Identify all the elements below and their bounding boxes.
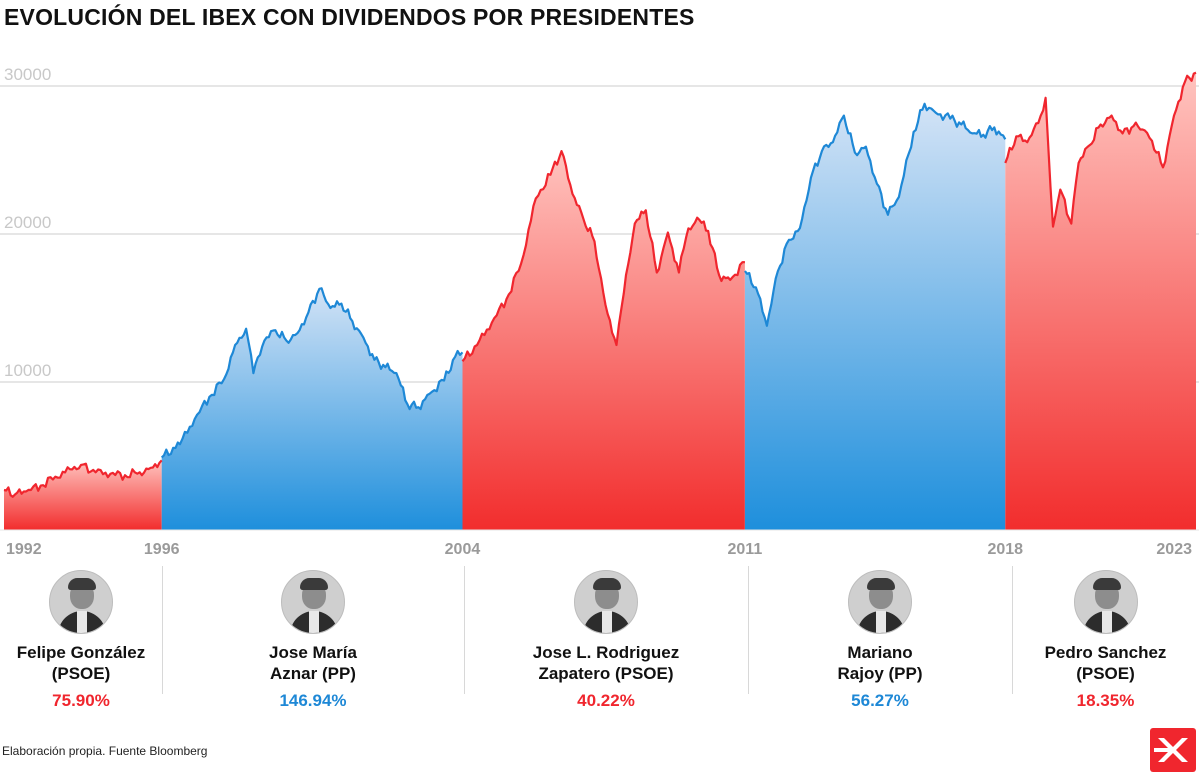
presidents-panel: Felipe González (PSOE) 75.90% Jose María Azn…: [0, 566, 1199, 716]
axes: 10000 20000 30000 1992 1996 2004 2011 2018 2023: [0, 65, 1199, 558]
ibex-area-chart: 10000 20000 30000 1992 1996 2004 2011 2018 2023: [0, 65, 1199, 558]
x-tick-label: 1992: [6, 541, 42, 558]
mariano-rajoy-photo: [848, 570, 912, 634]
area-psoe: [1005, 72, 1196, 530]
return-percentage: 56.27%: [851, 691, 909, 710]
president-name-line1: Mariano: [847, 643, 913, 662]
president-name-line1: Felipe González: [16, 643, 146, 662]
panel-divider: [162, 566, 163, 694]
chart-title: EVOLUCIÓN DEL IBEX CON DIVIDENDOS POR PR…: [4, 4, 695, 30]
president-card: Felipe González (PSOE) 75.90%: [0, 566, 162, 716]
president-card: Pedro Sanchez (PSOE) 18.35%: [1012, 566, 1199, 716]
zapatero-photo: [574, 570, 638, 634]
x-tick-label: 2023: [1156, 541, 1192, 558]
president-name-line1: Jose María: [269, 643, 357, 662]
president-card: Jose L. Rodriguez Zapatero (PSOE) 40.22%: [464, 566, 748, 716]
return-percentage: 18.35%: [1076, 691, 1135, 710]
president-name-line2: Rajoy (PP): [837, 664, 923, 683]
president-card: Mariano Rajoy (PP) 56.27%: [748, 566, 1012, 716]
return-percentage: 40.22%: [577, 691, 635, 710]
return-percentage: 146.94%: [279, 691, 347, 710]
xtb-logo-icon: [1150, 728, 1196, 772]
series-line-pp: [744, 102, 1007, 327]
avatar-shape: [602, 611, 612, 633]
avatar-shape: [876, 611, 886, 633]
avatar-shape: [867, 578, 895, 590]
area-pp: [161, 288, 463, 530]
series-line-psoe: [461, 150, 745, 362]
series-line-pp: [160, 287, 464, 459]
president-card: Jose María Aznar (PP) 146.94%: [162, 566, 464, 716]
y-tick-label: 20000: [4, 213, 51, 232]
pedro-sanchez-photo: [1073, 570, 1138, 634]
president-name-line2: Zapatero (PSOE): [538, 664, 674, 683]
panel-divider: [748, 566, 749, 694]
avatar-shape: [1092, 578, 1121, 590]
president-name: Mariano Rajoy (PP): [748, 642, 1012, 684]
president-name-line1: Pedro Sanchez: [1044, 643, 1167, 662]
president-name: Felipe González (PSOE): [0, 642, 162, 684]
avatar-shape: [77, 611, 87, 633]
president-name-line2: (PSOE): [51, 664, 111, 683]
x-tick-label: 1996: [144, 541, 180, 558]
president-name: Jose María Aznar (PP): [162, 642, 464, 684]
area-psoe: [462, 151, 745, 530]
area-fills: [4, 72, 1196, 531]
felipe-gonzalez-photo: [49, 570, 113, 634]
series-lines: [3, 71, 1197, 498]
panel-divider: [1012, 566, 1013, 694]
avatar-shape: [593, 578, 621, 590]
series-line-psoe: [1004, 71, 1197, 228]
jose-maria-aznar-photo: [281, 570, 345, 634]
panel-divider: [464, 566, 465, 694]
return-percentage: 75.90%: [52, 691, 110, 710]
president-name-line1: Jose L. Rodriguez: [532, 643, 680, 662]
president-name: Jose L. Rodriguez Zapatero (PSOE): [464, 642, 748, 684]
avatar-shape: [1101, 611, 1112, 633]
president-name-line2: (PSOE): [1076, 664, 1135, 683]
avatar-shape: [309, 611, 319, 633]
source-note: Elaboración propia. Fuente Bloomberg: [2, 744, 208, 758]
x-tick-label: 2011: [728, 541, 763, 558]
x-tick-label: 2004: [445, 541, 481, 558]
avatar-shape: [300, 578, 328, 590]
y-tick-label: 10000: [4, 361, 51, 380]
president-name-line2: Aznar (PP): [270, 664, 356, 683]
president-name: Pedro Sanchez (PSOE): [1012, 642, 1199, 684]
series-line-psoe: [3, 459, 163, 498]
area-psoe: [4, 460, 162, 530]
y-tick-label: 30000: [4, 65, 51, 84]
area-pp: [744, 103, 1006, 531]
x-tick-label: 2018: [987, 541, 1023, 558]
avatar-shape: [68, 578, 96, 590]
